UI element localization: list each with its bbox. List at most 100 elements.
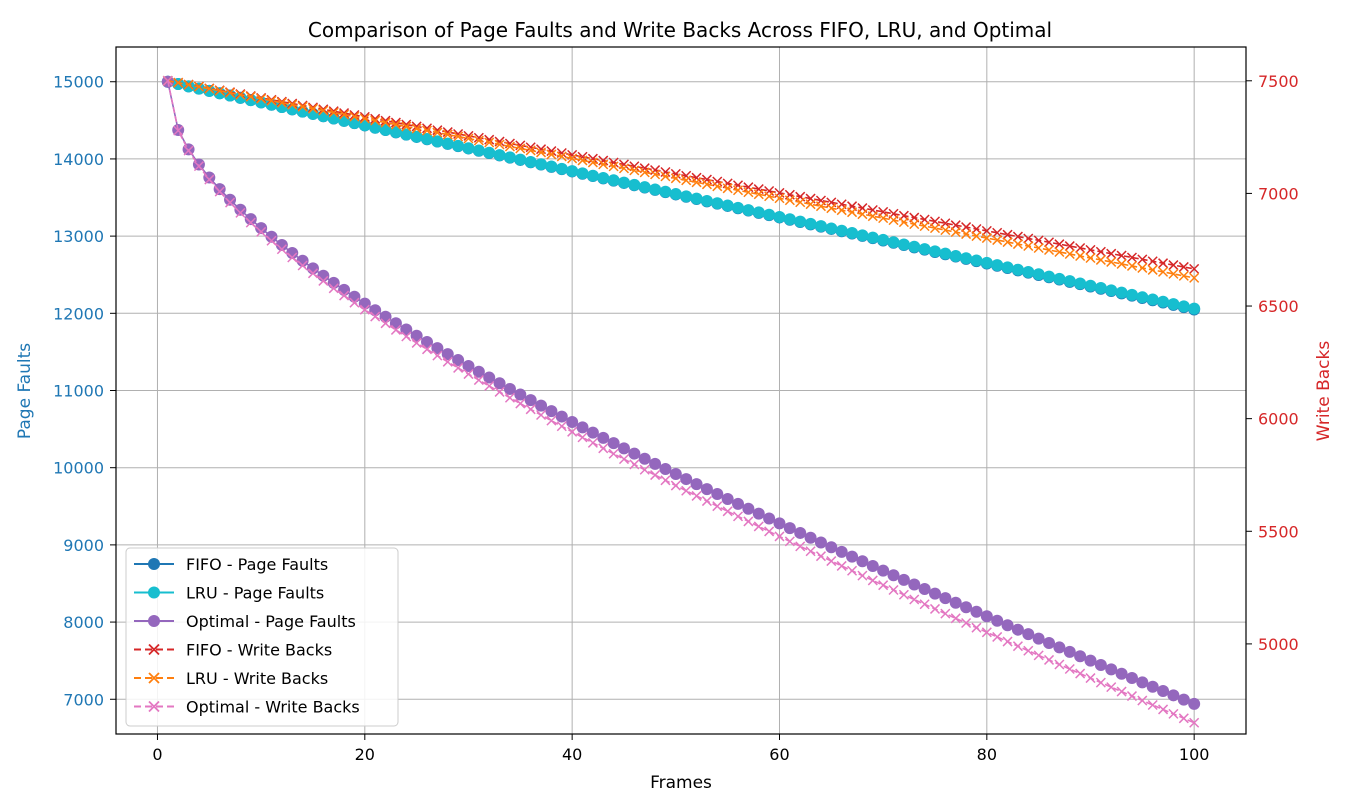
data-point: [328, 107, 339, 118]
data-point: [244, 213, 257, 226]
data-point: [878, 580, 889, 591]
data-point: [1094, 658, 1107, 671]
legend-marker: [148, 672, 160, 684]
data-point: [992, 235, 1003, 246]
data-point: [349, 297, 360, 308]
data-point: [1043, 244, 1055, 256]
data-point: [214, 85, 225, 96]
data-point: [546, 415, 557, 426]
series-1: [161, 75, 1201, 315]
data-point: [949, 596, 962, 609]
data-point: [370, 115, 381, 126]
data-point: [525, 404, 536, 415]
data-point: [1001, 261, 1014, 274]
data-point: [452, 354, 465, 367]
data-point: [421, 133, 434, 146]
data-point: [992, 631, 1003, 642]
data-point: [339, 108, 350, 119]
data-point: [545, 405, 558, 418]
x-tick-label: 20: [355, 745, 375, 764]
data-point: [1074, 277, 1087, 290]
data-point: [256, 93, 267, 104]
y-right-axis-label: Write Backs: [1314, 341, 1334, 442]
data-point: [774, 193, 785, 204]
data-point: [514, 388, 527, 401]
data-point: [783, 213, 796, 226]
data-point: [586, 169, 599, 182]
data-point: [225, 197, 236, 208]
data-point: [1033, 242, 1044, 254]
data-point: [629, 165, 640, 176]
data-point: [877, 233, 890, 246]
data-point: [379, 310, 392, 323]
data-point: [980, 256, 993, 269]
data-point: [1043, 637, 1056, 650]
data-point: [1054, 246, 1065, 258]
data-point: [815, 551, 826, 562]
data-point: [1106, 682, 1117, 693]
data-point: [1137, 262, 1148, 273]
data-point: [297, 260, 308, 271]
data-point: [960, 252, 973, 265]
data-point: [327, 276, 340, 289]
y-right-tick-label: 7500: [1258, 72, 1299, 91]
data-point: [1043, 654, 1055, 665]
data-point: [1022, 628, 1035, 641]
data-point: [1033, 235, 1044, 246]
legend-marker: [148, 586, 160, 599]
data-point: [918, 243, 931, 256]
data-point: [235, 89, 246, 100]
data-point: [192, 82, 205, 95]
data-point: [1022, 266, 1035, 279]
data-point: [732, 185, 744, 196]
data-point: [245, 91, 256, 102]
data-point: [1168, 268, 1179, 279]
data-point: [1023, 645, 1034, 656]
data-point: [660, 166, 671, 178]
y-left-tick-label: 10000: [53, 459, 104, 478]
data-point: [1188, 697, 1201, 710]
data-point: [339, 109, 350, 120]
data-point: [463, 369, 474, 380]
data-point: [1177, 693, 1190, 706]
data-point: [536, 144, 547, 155]
data-point: [887, 236, 900, 249]
data-point: [576, 421, 589, 434]
legend-label: FIFO - Page Faults: [186, 555, 328, 574]
data-point: [628, 447, 641, 460]
data-point: [421, 344, 433, 355]
y-left-tick-label: 8000: [63, 613, 104, 632]
data-point: [691, 490, 702, 501]
data-point: [846, 227, 859, 240]
data-point: [1177, 300, 1190, 313]
x-tick-label: 80: [977, 745, 997, 764]
data-point: [1115, 286, 1128, 299]
data-point: [1095, 677, 1106, 688]
data-point: [825, 222, 838, 235]
data-point: [1167, 689, 1180, 702]
y-left-tick-label: 11000: [53, 382, 104, 401]
data-point: [638, 181, 651, 194]
data-point: [452, 139, 465, 152]
data-point: [442, 356, 453, 367]
data-point: [950, 613, 961, 624]
data-point: [1189, 717, 1200, 728]
data-point: [244, 94, 257, 107]
data-point: [752, 507, 765, 520]
legend-item: FIFO - Page Faults: [134, 555, 328, 574]
data-point: [669, 188, 682, 201]
data-point: [929, 223, 941, 234]
data-point: [1043, 270, 1056, 283]
data-point: [670, 173, 681, 184]
data-point: [307, 103, 319, 114]
data-point: [608, 448, 619, 459]
legend-marker: [148, 558, 160, 570]
data-point: [1105, 663, 1118, 676]
legend-marker: [148, 615, 160, 627]
data-point: [1053, 272, 1066, 285]
data-point: [1116, 258, 1127, 269]
data-point: [586, 426, 599, 439]
data-point: [193, 81, 204, 92]
data-point: [587, 437, 598, 448]
data-point: [1147, 256, 1158, 267]
